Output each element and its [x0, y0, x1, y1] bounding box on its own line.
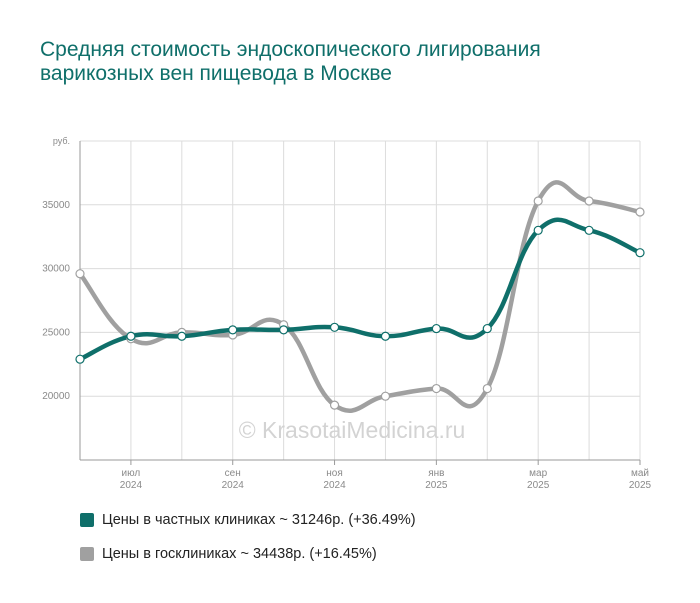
x-tick-month: май — [631, 468, 649, 479]
data-point-public — [431, 383, 441, 394]
legend-swatch-public — [80, 547, 94, 561]
data-point-private — [431, 323, 441, 334]
legend-label-private: Цены в частных клиниках ~ 31246р. (+36.4… — [102, 512, 416, 528]
x-tick-year: 2024 — [222, 480, 245, 491]
x-tick-month: янв — [428, 468, 444, 479]
x-tick-year: 2024 — [120, 480, 143, 491]
data-point-private — [75, 354, 85, 364]
series-line-public — [77, 180, 643, 413]
y-tick-label: 35000 — [42, 200, 70, 211]
x-tick-year: 2025 — [425, 480, 448, 491]
y-tick-label: 20000 — [42, 391, 70, 402]
x-tick-month: июл — [122, 468, 141, 479]
data-point-public — [584, 196, 594, 206]
y-axis: 20000 25000 30000 35000 руб. — [42, 136, 70, 402]
x-tick-month: сен — [225, 468, 241, 479]
data-point-public — [380, 391, 391, 401]
legend-item-private[interactable]: Цены в частных клиниках ~ 31246р. (+36.4… — [80, 510, 416, 530]
grid — [79, 140, 641, 461]
watermark: © KrasotaiMedicina.ru — [239, 417, 466, 443]
y-tick-label: 30000 — [42, 264, 70, 275]
data-point-public — [635, 207, 645, 217]
data-point-private — [635, 248, 645, 258]
x-tick-year: 2024 — [323, 480, 346, 491]
data-point-private — [279, 325, 289, 335]
y-unit-label: руб. — [53, 136, 70, 146]
data-point-private — [177, 331, 187, 341]
data-point-private — [228, 325, 238, 335]
data-point-public — [533, 196, 543, 206]
data-point-private — [584, 225, 594, 235]
x-tick-month: ноя — [326, 468, 343, 479]
data-point-private — [126, 331, 136, 341]
data-point-private — [329, 322, 340, 332]
chart-title: Средняя стоимость эндоскопического лигир… — [40, 38, 541, 85]
data-point-private — [380, 331, 391, 341]
x-axis: июл2024сен2024ноя2024янв2025мар2025май20… — [120, 460, 652, 491]
series-group — [75, 180, 645, 413]
y-tick-label: 25000 — [42, 327, 70, 338]
data-point-public — [75, 269, 85, 279]
data-point-private — [533, 225, 543, 235]
x-tick-month: мар — [529, 468, 547, 479]
data-point-private — [482, 323, 492, 334]
data-point-public — [482, 383, 492, 394]
legend-label-public: Цены в госклиниках ~ 34438р. (+16.45%) — [102, 546, 377, 562]
legend-item-public[interactable]: Цены в госклиниках ~ 34438р. (+16.45%) — [80, 544, 377, 564]
legend-swatch-private — [80, 513, 94, 527]
data-point-public — [329, 400, 340, 410]
x-tick-year: 2025 — [629, 480, 652, 491]
x-tick-year: 2025 — [527, 480, 550, 491]
